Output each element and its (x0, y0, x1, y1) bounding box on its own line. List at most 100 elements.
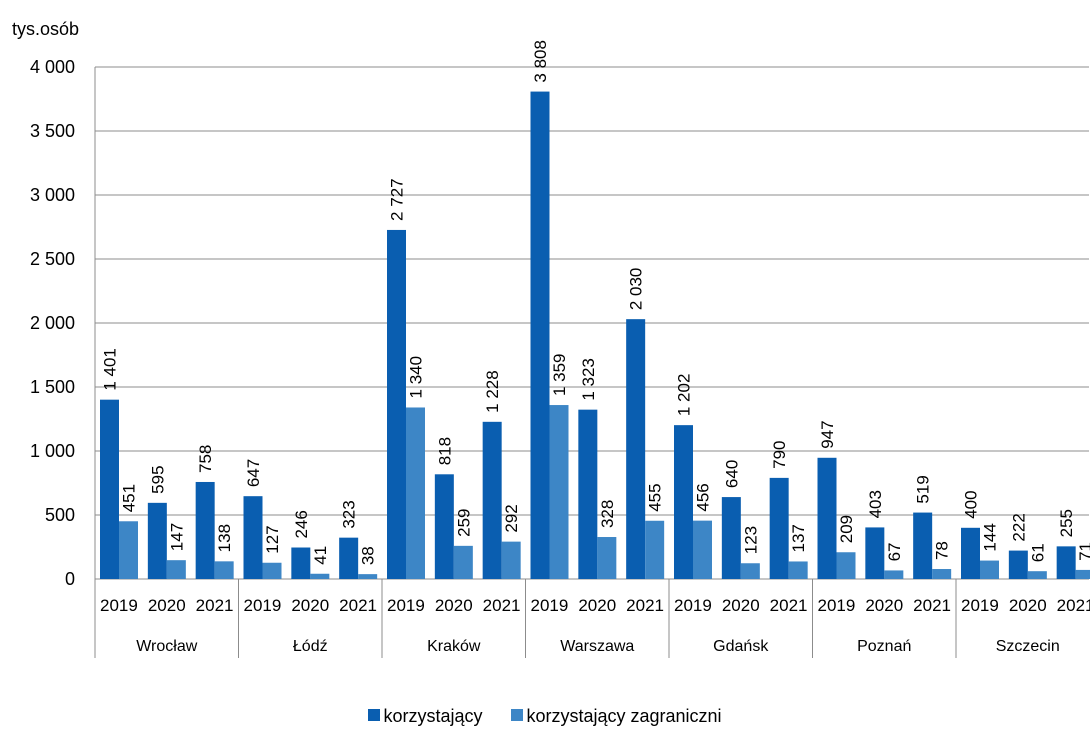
x-tick-label-year: 2019 (961, 596, 999, 615)
x-tick-label-group: Gdańsk (713, 638, 769, 655)
bar-korzystajacy (387, 229, 406, 579)
bar-korzystajacy (1008, 550, 1028, 579)
data-label: 144 (981, 523, 1000, 551)
x-tick-label-year: 2021 (913, 596, 951, 615)
bar-korzystajacy (1056, 546, 1076, 579)
bar-korzystajacy-zagraniczni (645, 520, 665, 579)
x-tick-label-year: 2021 (196, 596, 234, 615)
data-label: 818 (435, 437, 454, 465)
data-label: 259 (454, 508, 473, 536)
bar-korzystajacy-zagraniczni (406, 407, 425, 579)
bar-korzystajacy-zagraniczni (119, 521, 138, 579)
x-tick-label-year: 2020 (1009, 596, 1047, 615)
y-tick-label: 1 000 (30, 441, 75, 461)
legend-swatch-korzystajacy-zagraniczni (511, 709, 524, 722)
data-label: 1 340 (407, 356, 426, 399)
x-tick-label-year: 2019 (818, 596, 856, 615)
bar-korzystajacy-zagraniczni (166, 560, 186, 579)
bar-korzystajacy (865, 527, 885, 579)
bar-korzystajacy-zagraniczni (980, 560, 999, 579)
bar-korzystajacy-zagraniczni (549, 405, 569, 579)
data-label: 328 (598, 500, 617, 528)
data-label: 246 (292, 510, 311, 538)
data-label: 123 (741, 526, 760, 554)
data-label: 292 (502, 504, 521, 532)
data-label: 1 359 (550, 354, 569, 397)
bar-korzystajacy (626, 319, 646, 579)
y-tick-label: 500 (45, 505, 75, 525)
bar-korzystajacy-zagraniczni (740, 563, 760, 579)
bar-korzystajacy-zagraniczni (788, 561, 808, 579)
data-label: 67 (885, 543, 904, 562)
bar-korzystajacy (243, 496, 263, 579)
x-tick-label-year: 2021 (483, 596, 521, 615)
bar-korzystajacy (434, 474, 454, 579)
data-label: 647 (244, 459, 263, 487)
bar-korzystajacy (721, 497, 741, 579)
data-label: 790 (770, 441, 789, 469)
data-label: 519 (914, 475, 933, 503)
x-tick-label-year: 2019 (100, 596, 138, 615)
legend-swatch-korzystajacy (368, 709, 381, 722)
legend-item-korzystajacy-zagraniczni: korzystający zagraniczni (511, 706, 722, 727)
bar-korzystajacy-zagraniczni (214, 561, 234, 579)
bar-korzystajacy (100, 399, 119, 579)
x-tick-label-year: 2019 (531, 596, 569, 615)
data-label: 640 (722, 460, 741, 488)
x-tick-label-group: Kraków (427, 638, 481, 655)
x-tick-label-year: 2020 (722, 596, 760, 615)
data-label: 323 (340, 500, 359, 528)
data-label: 456 (694, 483, 713, 511)
bar-korzystajacy-zagraniczni (693, 520, 712, 579)
data-label: 209 (837, 515, 856, 543)
bar-korzystajacy (961, 527, 980, 579)
bar-korzystajacy-zagraniczni (884, 570, 904, 579)
data-label: 255 (1057, 509, 1076, 537)
data-label: 137 (789, 524, 808, 552)
bar-korzystajacy-zagraniczni (932, 569, 952, 579)
bar-korzystajacy-zagraniczni (262, 562, 282, 579)
bar-chart: tys.osób 0 500 1 000 1 500 2 000 2 500 3 000 3 … (12, 19, 1090, 658)
x-tick-label-year: 2021 (626, 596, 664, 615)
x-tick-label-year: 2021 (339, 596, 377, 615)
x-tick-label-year: 2020 (578, 596, 616, 615)
y-axis-title: tys.osób (12, 19, 79, 39)
y-tick-label: 0 (65, 569, 75, 589)
bar-korzystajacy (769, 477, 789, 579)
data-label: 451 (120, 484, 139, 512)
x-tick-label-group: Poznań (857, 638, 911, 655)
data-label: 403 (866, 490, 885, 518)
x-tick-label-group: Warszawa (560, 638, 634, 655)
bar-korzystajacy-zagraniczni (1027, 571, 1047, 579)
bar-korzystajacy (817, 457, 837, 579)
data-label: 2 030 (627, 268, 646, 311)
x-tick-label-group: Wrocław (136, 638, 197, 655)
bar-korzystajacy (530, 91, 550, 580)
legend-label-korzystajacy: korzystający (383, 706, 483, 726)
data-label: 138 (215, 524, 234, 552)
bar-korzystajacy (291, 547, 311, 579)
bar-korzystajacy (195, 481, 215, 579)
data-label: 1 401 (101, 348, 120, 391)
bar-korzystajacy-zagraniczni (358, 574, 378, 579)
data-label: 38 (359, 546, 378, 565)
x-tick-label-year: 2020 (148, 596, 186, 615)
data-label: 758 (196, 445, 215, 473)
y-tick-label: 2 500 (30, 249, 75, 269)
data-label: 1 323 (579, 358, 598, 401)
bar-korzystajacy (578, 409, 598, 579)
data-label: 71 (1076, 542, 1090, 561)
bar-korzystajacy (913, 512, 933, 579)
y-tick-label: 4 000 (30, 57, 75, 77)
data-label: 222 (1009, 513, 1028, 541)
data-label: 947 (818, 420, 837, 448)
x-tick-label-year: 2020 (865, 596, 903, 615)
bar-korzystajacy (147, 502, 167, 579)
data-label: 595 (148, 465, 167, 493)
data-label: 2 727 (388, 178, 407, 221)
bar-korzystajacy (482, 421, 502, 579)
x-tick-label-group: Szczecin (996, 638, 1060, 655)
x-tick-label-group: Łódź (293, 638, 328, 655)
y-tick-label: 1 500 (30, 377, 75, 397)
x-tick-label-year: 2020 (291, 596, 329, 615)
